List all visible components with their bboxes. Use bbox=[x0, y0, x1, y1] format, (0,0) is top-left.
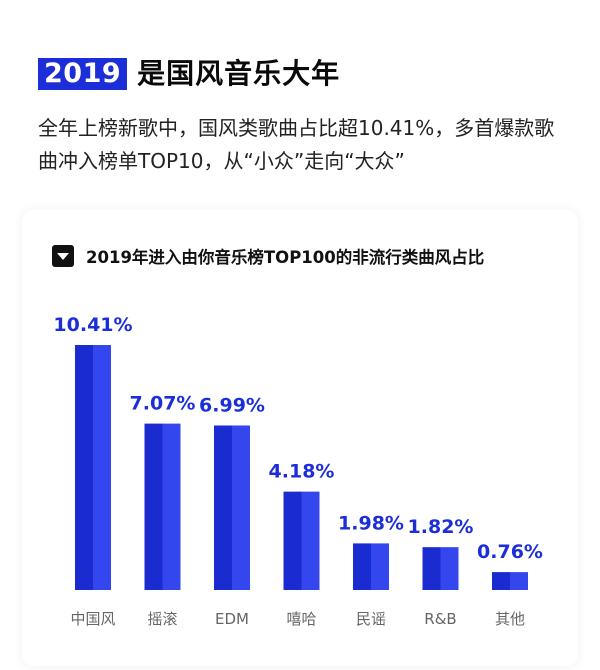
chart-title-row: 2019年进入由你音乐榜TOP100的非流行类曲风占比 bbox=[52, 244, 484, 268]
bar-shade-left bbox=[144, 423, 163, 590]
value-label: 10.41% bbox=[53, 314, 132, 336]
value-label: 6.99% bbox=[199, 394, 265, 416]
bar-2 bbox=[214, 425, 250, 590]
bar-shade-right bbox=[93, 345, 111, 590]
year-badge: 2019 bbox=[38, 58, 128, 90]
chart-title: 2019年进入由你音乐榜TOP100的非流行类曲风占比 bbox=[86, 248, 485, 267]
bar-0 bbox=[75, 345, 111, 590]
category-label: 其他 bbox=[495, 610, 525, 628]
triangle-down-icon bbox=[52, 245, 74, 267]
value-label: 1.98% bbox=[338, 512, 404, 534]
category-label: 民谣 bbox=[356, 610, 386, 628]
bar-shade-right bbox=[301, 491, 320, 590]
bar-shade-left bbox=[353, 543, 371, 590]
bar-shade-right bbox=[162, 423, 181, 590]
bar-5 bbox=[422, 547, 459, 590]
value-label: 0.76% bbox=[477, 541, 543, 563]
category-label: 摇滚 bbox=[147, 610, 177, 628]
value-label: 4.18% bbox=[269, 461, 335, 483]
bar-shade-right bbox=[371, 543, 389, 590]
bar-4 bbox=[353, 543, 389, 590]
bar-3 bbox=[283, 491, 320, 590]
bar-shade-left bbox=[422, 547, 441, 590]
category-label: 嘻哈 bbox=[286, 610, 316, 628]
bar-6 bbox=[492, 572, 528, 590]
description-text: 全年上榜新歌中，国风类歌曲占比超10.41%，多首爆款歌曲冲入榜单TOP10，从… bbox=[38, 116, 555, 173]
bar-shade-left bbox=[75, 345, 93, 590]
bar-shade-right bbox=[232, 425, 250, 590]
bar-1 bbox=[144, 423, 181, 590]
bar-shade-left bbox=[214, 425, 232, 590]
headline-title: 是国风音乐大年 bbox=[137, 57, 341, 90]
bar-shade-right bbox=[510, 572, 528, 590]
category-label: R&B bbox=[424, 610, 456, 628]
value-label: 7.07% bbox=[130, 393, 196, 415]
category-label: EDM bbox=[215, 610, 249, 628]
bar-shade-left bbox=[492, 572, 510, 590]
value-label: 1.82% bbox=[408, 516, 474, 538]
category-label: 中国风 bbox=[70, 610, 115, 628]
bar-shade-left bbox=[283, 491, 302, 590]
bar-shade-right bbox=[440, 547, 459, 590]
headline: 2019 是国风音乐大年 bbox=[38, 58, 340, 90]
